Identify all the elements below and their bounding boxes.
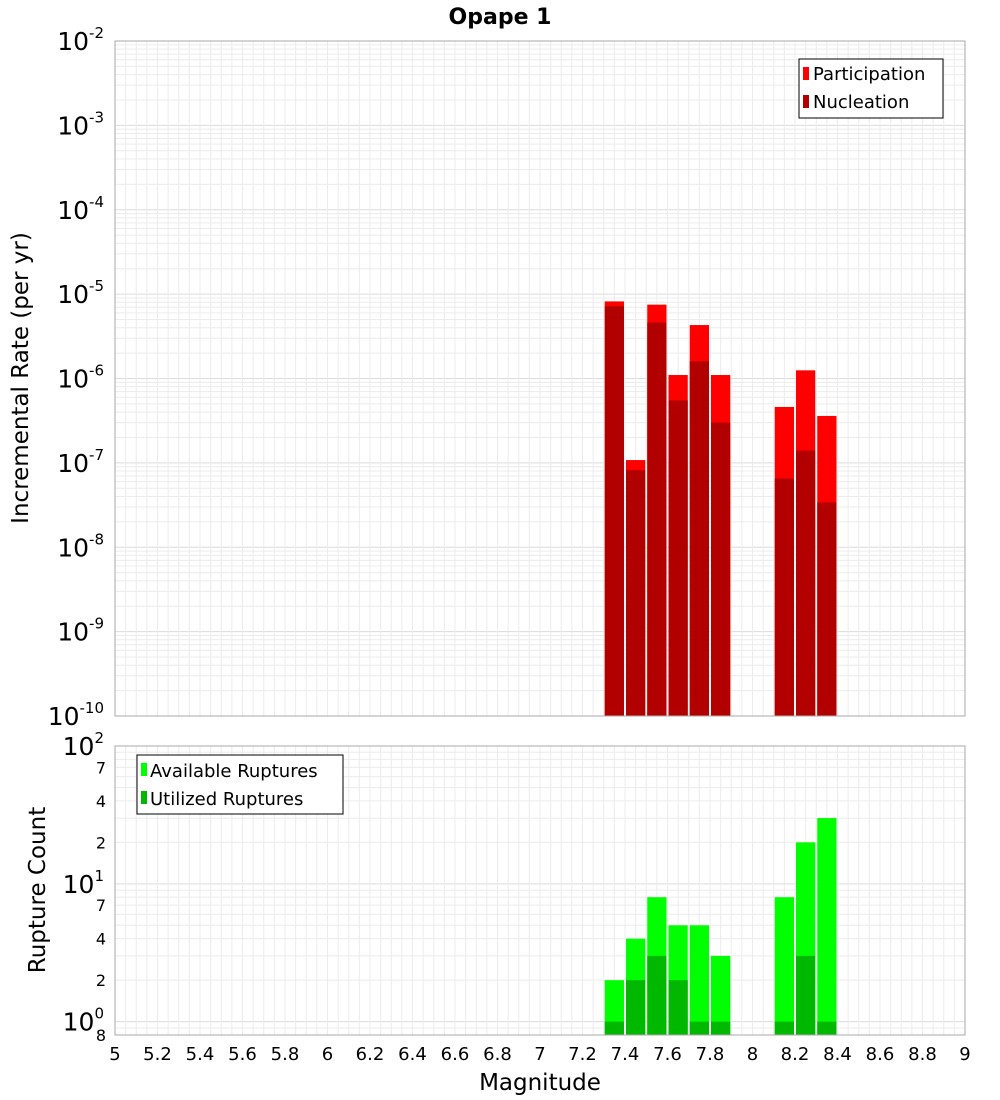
top-bars — [604, 301, 837, 716]
y-tick-label: 10-9 — [57, 615, 104, 647]
bar-available-ruptures — [774, 897, 794, 1035]
chart-title: Opape 1 — [449, 5, 552, 30]
top-legend: Participation Nucleation — [798, 58, 944, 119]
x-tick-label: 8.4 — [823, 1044, 852, 1065]
bar-nucleation — [817, 502, 837, 716]
x-tick-label: 6.6 — [441, 1044, 470, 1065]
bar-available-ruptures — [604, 980, 624, 1035]
bar-utilized-ruptures — [689, 1021, 709, 1035]
bar-nucleation — [626, 470, 646, 716]
x-tick-labels: 5 5.2 5.4 5.6 5.8 6 6.2 6.4 6.6 6.8 7 7.2 7.4 7.6 7.8 8… — [109, 1044, 970, 1065]
top-y-axis-label: Incremental Rate (per yr) — [8, 232, 34, 524]
y-tick-label-minor: 4 — [96, 930, 106, 949]
top-plot-border — [114, 40, 966, 717]
x-tick-label: 5.8 — [271, 1044, 300, 1065]
legend-swatch-utilized — [141, 791, 147, 804]
bar-nucleation — [647, 322, 667, 716]
legend-label-participation: Participation — [813, 64, 925, 85]
bar-utilized-ruptures — [668, 980, 688, 1035]
bar-nucleation — [689, 361, 709, 716]
y-tick-label: 10-8 — [57, 530, 104, 562]
bar-utilized-ruptures — [604, 1021, 624, 1035]
bar-utilized-ruptures — [817, 1021, 837, 1035]
bar-nucleation — [796, 450, 816, 716]
bottom-y-axis-label: Rupture Count — [25, 807, 51, 973]
top-gridlines — [114, 40, 966, 717]
bar-utilized-ruptures — [796, 955, 816, 1035]
x-tick-label: 6 — [322, 1044, 333, 1065]
x-tick-label: 7.4 — [611, 1044, 640, 1065]
legend-label-utilized: Utilized Ruptures — [150, 789, 303, 810]
x-tick-label: 8.2 — [781, 1044, 810, 1065]
x-tick-label: 5.4 — [186, 1044, 215, 1065]
y-tick-label: 102 — [63, 729, 104, 761]
x-tick-label: 6.8 — [483, 1044, 512, 1065]
y-tick-label-minor: 2 — [96, 971, 106, 990]
x-tick-label: 6.2 — [356, 1044, 385, 1065]
x-tick-label: 7.2 — [568, 1044, 597, 1065]
x-tick-label: 5 — [109, 1044, 120, 1065]
bar-nucleation — [604, 306, 624, 716]
x-tick-label: 6.4 — [398, 1044, 427, 1065]
x-tick-label: 7.6 — [653, 1044, 682, 1065]
y-tick-label: 10-3 — [57, 108, 104, 140]
bar-utilized-ruptures — [711, 1021, 731, 1035]
bottom-legend-box — [136, 754, 344, 815]
x-tick-label: 5.2 — [143, 1044, 172, 1065]
legend-swatch-available — [141, 763, 147, 776]
legend-label-available: Available Ruptures — [150, 761, 318, 782]
bar-available-ruptures — [711, 955, 731, 1035]
x-tick-label: 5.6 — [228, 1044, 257, 1065]
y-tick-label: 100 — [63, 1005, 104, 1037]
bottom-plot-border — [114, 745, 966, 1036]
x-axis-label: Magnitude — [479, 1070, 601, 1096]
legend-swatch-participation — [803, 67, 809, 80]
x-tick-label: 7.8 — [696, 1044, 725, 1065]
x-tick-label: 8.8 — [908, 1044, 937, 1065]
y-tick-label: 10-2 — [57, 24, 104, 56]
y-tick-label: 101 — [63, 867, 104, 899]
bar-utilized-ruptures — [647, 955, 667, 1035]
y-tick-label-minor: 2 — [96, 833, 106, 852]
y-tick-label: 10-10 — [48, 699, 104, 731]
x-tick-label: 7 — [534, 1044, 545, 1065]
y-tick-label: 10-4 — [57, 193, 104, 225]
bar-nucleation — [774, 478, 794, 716]
bar-available-ruptures — [817, 818, 837, 1035]
y-tick-label-minor: 8 — [96, 1026, 106, 1045]
legend-label-nucleation: Nucleation — [813, 92, 909, 113]
bar-utilized-ruptures — [626, 980, 646, 1035]
x-tick-label: 8.6 — [866, 1044, 895, 1065]
x-tick-label: 9 — [959, 1044, 970, 1065]
y-tick-label: 10-7 — [57, 446, 104, 478]
legend-swatch-nucleation — [803, 95, 809, 108]
bottom-bars — [604, 818, 837, 1035]
top-legend-box — [798, 58, 944, 119]
bar-nucleation — [711, 422, 731, 716]
top-y-tick-labels: 10-10 10-9 10-8 10-7 10-6 10-5 10-4 10-3 10-2 — [48, 24, 104, 731]
y-tick-label-minor: 4 — [96, 792, 106, 811]
x-tick-label: 8 — [747, 1044, 758, 1065]
bar-available-ruptures — [689, 925, 709, 1035]
y-tick-label: 10-5 — [57, 277, 104, 309]
bar-utilized-ruptures — [774, 1021, 794, 1035]
y-tick-label-minor: 7 — [96, 758, 106, 777]
y-tick-label-minor: 7 — [96, 896, 106, 915]
bar-nucleation — [668, 400, 688, 716]
bottom-legend: Available Ruptures Utilized Ruptures — [136, 754, 344, 815]
y-tick-label: 10-6 — [57, 362, 104, 394]
